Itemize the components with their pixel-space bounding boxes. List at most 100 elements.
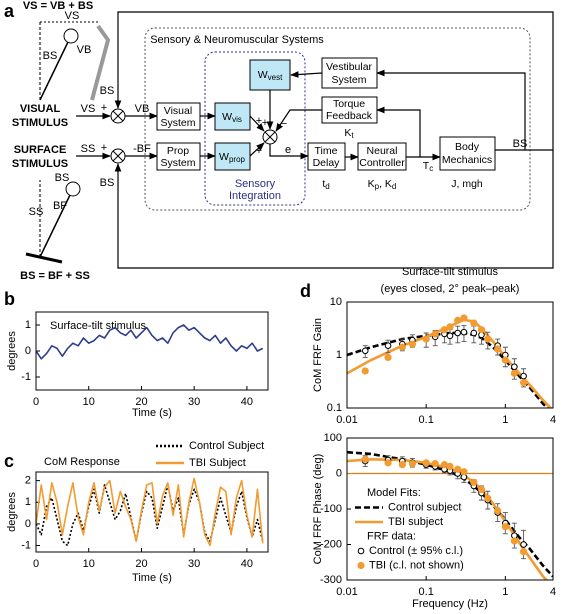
y-tick-label: 0	[25, 518, 31, 530]
x-tick-label: 0.1	[419, 586, 434, 598]
x-tick-label: 10	[83, 396, 95, 408]
signal-label: SS	[81, 143, 96, 155]
chart-title: CoM Response	[44, 456, 120, 468]
data-point	[470, 329, 478, 337]
legend-swatch	[357, 561, 365, 570]
data-point	[422, 335, 430, 343]
data-point	[484, 494, 492, 502]
chart-title: Surface-tilt stimulus	[402, 266, 498, 278]
figure-label: VB	[77, 44, 92, 56]
head	[65, 181, 81, 197]
data-point	[384, 459, 392, 467]
panel-label: b	[4, 289, 15, 309]
data-point	[446, 323, 454, 331]
data-point	[519, 379, 528, 387]
y-tick-label: -1	[21, 371, 31, 383]
weight-label: Wprop	[219, 151, 245, 164]
data-point	[460, 314, 468, 322]
figure-label: VS	[65, 10, 80, 22]
x-tick-label: 4	[550, 586, 556, 598]
plot-area	[36, 477, 264, 547]
plot-area	[347, 450, 553, 580]
block-label: System	[160, 117, 195, 129]
x-tick-label: 10	[83, 558, 95, 570]
y-tick-label: -300	[320, 574, 342, 586]
data-point	[384, 342, 392, 349]
block-label: System	[331, 74, 366, 86]
block-label: Vestibular	[326, 61, 373, 73]
x-tick-label: 0.01	[336, 586, 357, 598]
legend-label: TBI (c.l. not shown)	[369, 559, 464, 571]
body	[39, 194, 71, 258]
sign: +	[101, 142, 107, 154]
panel-label: a	[4, 1, 15, 21]
arrow	[269, 144, 309, 160]
sign: +	[101, 102, 107, 114]
x-tick-label: 30	[188, 558, 200, 570]
arrow	[376, 106, 421, 157]
sign: +	[256, 115, 262, 127]
figure-label: BS	[43, 50, 58, 62]
signal-label: VB	[135, 103, 150, 115]
data-point	[361, 367, 369, 375]
block	[439, 136, 496, 171]
data-point	[454, 465, 462, 473]
data-point	[470, 319, 478, 327]
param-label: Kp, Kd	[368, 178, 397, 191]
data-point	[431, 330, 439, 338]
data-point	[422, 459, 430, 467]
y-tick-label: 0.1	[327, 402, 342, 414]
y-axis-label: degrees	[6, 492, 18, 532]
data-point	[446, 462, 454, 470]
series-line	[347, 458, 549, 580]
stimulus-label: STIMULUS	[12, 158, 68, 170]
legend-label: TBI Subject	[189, 457, 246, 469]
x-tick-label: 0	[33, 558, 39, 570]
y-tick-label: -200	[320, 538, 342, 550]
data-point	[440, 326, 449, 334]
plot-frame	[35, 311, 269, 391]
block-label: Mechanics	[442, 154, 492, 166]
sum-junction	[262, 129, 278, 145]
data-point	[494, 507, 502, 515]
data-point	[384, 353, 392, 362]
y-tick-label: 10	[330, 296, 342, 308]
block-label: Controller	[359, 157, 405, 169]
data-point	[520, 372, 527, 380]
arrow	[376, 69, 526, 150]
sign: +	[256, 145, 262, 157]
param-label: Kt	[344, 127, 354, 140]
chart-subtitle: (eyes closed, 2° peak–peak)	[381, 283, 520, 295]
system-title: Sensory & Neuromuscular Systems	[150, 34, 324, 46]
series-line	[347, 318, 553, 408]
data-point	[470, 478, 478, 486]
block-label: Feedback	[326, 110, 373, 122]
data-point	[511, 363, 518, 371]
platform	[25, 252, 63, 264]
arrow	[249, 115, 265, 132]
sign: −	[281, 118, 287, 130]
figure-label: BF	[53, 200, 67, 212]
series-line	[36, 477, 264, 547]
block-label: Prop	[167, 145, 189, 157]
param-label: Tc	[423, 160, 433, 173]
signal-label: BS	[513, 138, 528, 150]
stimulus-label: VISUAL	[20, 103, 61, 115]
block-label: Neural	[367, 145, 398, 157]
feedback-line	[114, 150, 554, 269]
sign: +	[262, 117, 268, 129]
data-point	[398, 461, 406, 469]
block-label: Torque	[333, 98, 365, 110]
block	[307, 142, 346, 171]
legend-title: FRF data:	[367, 530, 416, 542]
y-tick-label: 1	[336, 349, 342, 361]
plot-frame	[35, 471, 269, 553]
data-point	[446, 332, 454, 340]
weight-block	[214, 142, 251, 171]
y-tick-label: 1	[25, 319, 31, 331]
feedback-line	[114, 11, 554, 151]
system-box	[144, 27, 531, 211]
x-axis-label: Time (s)	[132, 407, 172, 419]
series-line	[36, 484, 264, 547]
body	[39, 41, 69, 101]
